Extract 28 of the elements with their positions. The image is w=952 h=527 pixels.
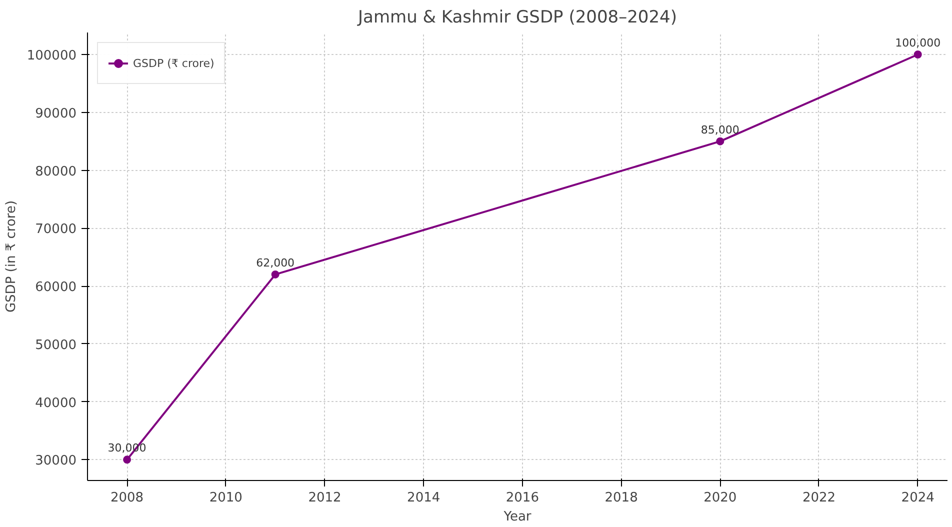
legend-label: GSDP (₹ crore) — [133, 56, 214, 70]
y-tick-label: 40000 — [35, 396, 77, 411]
y-tick-label: 90000 — [35, 106, 77, 122]
x-axis-title: Year — [502, 510, 532, 524]
data-label: 62,000 — [256, 256, 295, 270]
data-label: 100,000 — [895, 36, 941, 50]
point — [271, 270, 280, 278]
y-tick-label: 60000 — [35, 280, 77, 296]
y-tick-label: 80000 — [35, 164, 77, 180]
x-tick-label: 2022 — [802, 490, 836, 506]
data-label: 85,000 — [700, 123, 740, 136]
y-axis-title: GSDP (in ₹ crore) — [4, 200, 19, 313]
y-tick-label: 70000 — [35, 222, 77, 238]
y-tick-label: 100000 — [26, 48, 77, 64]
x-tick-label: 2010 — [209, 490, 242, 506]
x-tick-label: 2012 — [308, 490, 342, 506]
x-tick-label: 2016 — [506, 490, 539, 506]
x-tick-label: 2020 — [704, 490, 737, 506]
x-tick-label: 2024 — [901, 490, 934, 506]
x-tick-label: 2018 — [604, 490, 638, 506]
y-tick-label: 50000 — [35, 338, 77, 353]
chart-title: Jammu & Kashmir GSDP (2008–2024) — [357, 8, 677, 28]
point — [716, 137, 724, 146]
point — [914, 50, 922, 58]
x-tick-label: 2014 — [407, 490, 440, 506]
x-tick-label: 2008 — [110, 490, 144, 506]
y-tick-label: 30000 — [35, 454, 77, 469]
point — [123, 456, 132, 464]
